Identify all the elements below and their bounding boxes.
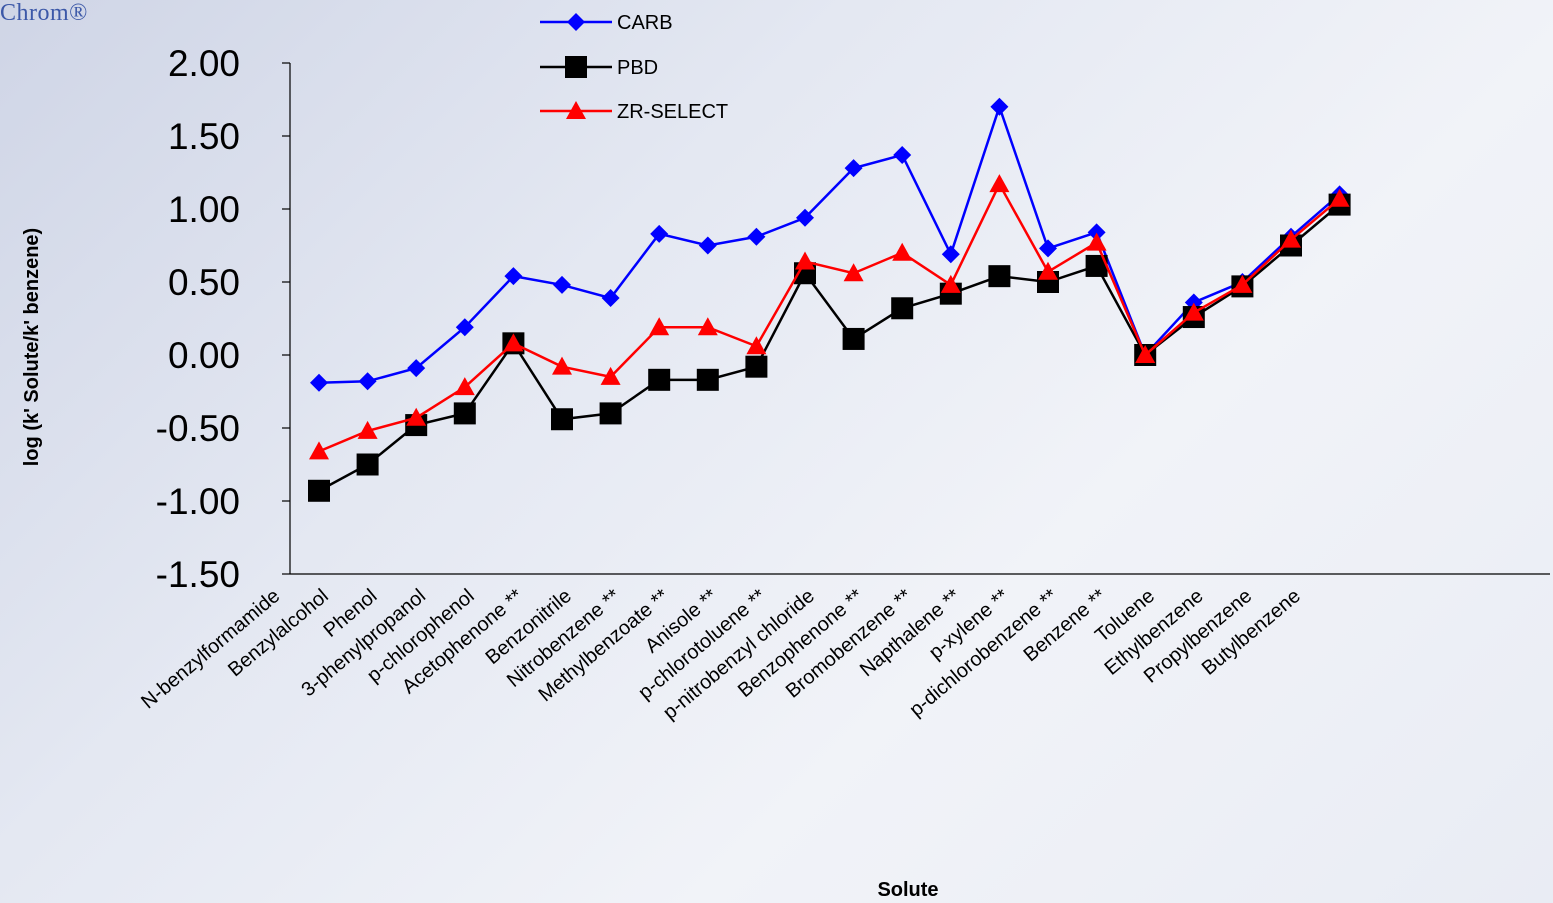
series-carb (310, 97, 1349, 392)
data-point-pbd (988, 265, 1011, 288)
data-point-carb (553, 275, 571, 294)
data-point-carb (893, 145, 912, 164)
data-point-carb (455, 318, 474, 337)
data-point-pbd (599, 402, 622, 425)
legend-marker (565, 56, 587, 78)
data-point-pbd (453, 402, 476, 425)
data-point-carb (990, 97, 1009, 116)
y-tick-label: -0.50 (156, 408, 240, 449)
y-tick-label: 1.00 (168, 189, 240, 230)
data-point-zr-select (746, 336, 767, 355)
data-point-pbd (842, 327, 865, 350)
series-line-zr-select (318, 181, 1341, 453)
legend-item-carb: CARB (540, 12, 673, 34)
data-point-carb (650, 224, 669, 243)
legend-marker (567, 13, 585, 31)
y-tick-label: 0.50 (168, 262, 240, 303)
data-point-zr-select (1086, 232, 1107, 251)
legend-item-zr-select: ZR-SELECT (540, 101, 728, 123)
legend-label: ZR-SELECT (617, 101, 728, 123)
data-point-zr-select (552, 356, 572, 375)
data-point-zr-select (940, 274, 961, 293)
data-point-carb (941, 245, 960, 264)
x-axis-category-labels: N-benzylformamideBenzylalcoholPhenol3-ph… (137, 585, 1305, 724)
data-point-carb (844, 159, 863, 178)
data-point-zr-select (843, 263, 864, 282)
series-line-carb (318, 102, 1341, 384)
y-tick-label: 1.50 (168, 116, 240, 157)
y-axis-title: log (k' Solute/k' benzene) (21, 228, 43, 466)
chart-series (308, 97, 1351, 502)
data-point-zr-select (1038, 261, 1058, 280)
data-point-pbd (356, 453, 379, 476)
data-point-carb (747, 227, 766, 246)
data-point-carb (407, 359, 426, 378)
data-point-zr-select (454, 377, 475, 396)
data-point-zr-select (1183, 302, 1204, 321)
series-zr-select (309, 174, 1350, 460)
data-point-pbd (648, 368, 671, 391)
y-tick-label: -1.50 (156, 554, 240, 595)
data-point-pbd (1085, 254, 1108, 277)
data-point-zr-select (309, 441, 329, 460)
series-pbd (308, 193, 1351, 502)
data-point-zr-select (406, 407, 427, 426)
x-axis-title: Solute (877, 879, 938, 901)
data-point-pbd (551, 408, 573, 431)
data-point-carb (310, 373, 328, 392)
data-point-zr-select (649, 317, 670, 336)
data-point-zr-select (1329, 188, 1350, 207)
data-point-pbd (696, 368, 719, 391)
data-point-zr-select (600, 366, 621, 385)
series-line-pbd (318, 203, 1341, 492)
legend-label: CARB (617, 12, 673, 34)
data-point-carb (358, 372, 377, 391)
data-point-zr-select (795, 251, 815, 270)
y-tick-label: 2.00 (168, 43, 240, 84)
data-point-zr-select (697, 317, 718, 336)
data-point-carb (601, 289, 620, 308)
legend-item-pbd: PBD (540, 56, 658, 79)
data-point-zr-select (1281, 229, 1301, 248)
data-point-carb (698, 236, 717, 255)
data-point-zr-select (1135, 345, 1156, 363)
data-point-carb (1087, 223, 1106, 242)
data-point-zr-select (1232, 274, 1253, 293)
data-point-zr-select (989, 174, 1010, 193)
legend-marker (566, 101, 586, 119)
data-point-carb (1039, 239, 1057, 258)
chart-legend: CARB PBD ZR-SELECT (540, 12, 728, 123)
y-tick-label: 0.00 (168, 335, 240, 376)
legend-label: PBD (617, 57, 658, 79)
data-point-zr-select (503, 333, 524, 352)
chart-axes: 2.00 1.50 1.00 0.50 0.00 -0.50 -1.00 -1.50 (156, 43, 1550, 595)
data-point-carb (796, 208, 814, 227)
brand-logo-text: Chrom® (0, 0, 88, 26)
data-point-zr-select (892, 242, 913, 261)
y-tick-label: -1.00 (156, 481, 240, 522)
data-point-carb (504, 267, 523, 286)
data-point-pbd (891, 297, 914, 320)
data-point-pbd (308, 479, 330, 502)
data-point-zr-select (357, 420, 378, 439)
data-point-pbd (745, 355, 768, 378)
